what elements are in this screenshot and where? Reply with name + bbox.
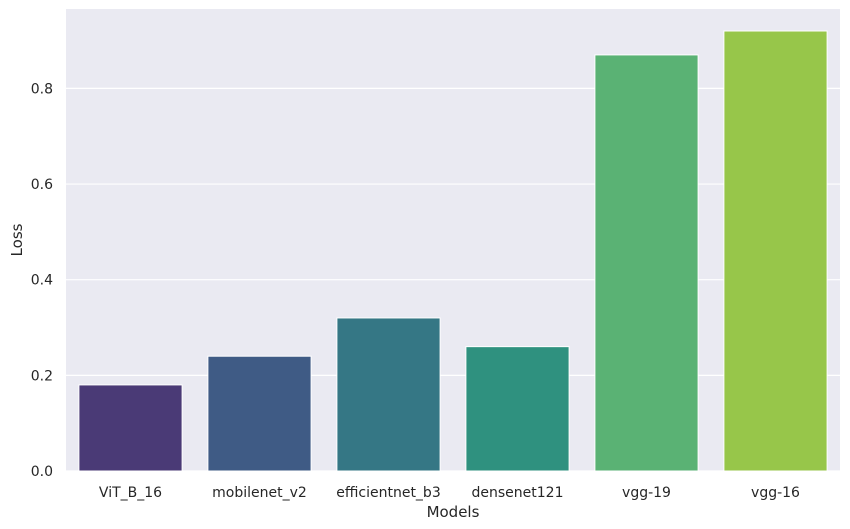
bar-densenet121 xyxy=(465,346,570,472)
bar-vgg-16 xyxy=(723,30,828,472)
y-tick-label: 0.4 xyxy=(31,273,53,289)
y-tick-label: 0.2 xyxy=(31,368,53,384)
x-tick-label: vgg-19 xyxy=(622,485,671,501)
bars xyxy=(78,30,828,472)
y-tick-label: 0.8 xyxy=(31,81,53,97)
x-tick-label: mobilenet_v2 xyxy=(212,485,307,501)
grid-lines xyxy=(66,87,840,472)
x-tick-label: efficientnet_b3 xyxy=(336,485,440,501)
y-tick-label: 0.0 xyxy=(31,464,53,480)
y-tick-label: 0.6 xyxy=(31,177,53,193)
x-tick-labels: ViT_B_16 mobilenet_v2 efficientnet_b3 dense… xyxy=(99,485,800,501)
y-tick-labels: 0.0 0.2 0.4 0.6 0.8 xyxy=(31,81,53,480)
x-axis-label: Models xyxy=(427,503,480,521)
x-tick-label: vgg-16 xyxy=(751,485,800,501)
bar-efficientnet_b3 xyxy=(336,317,441,472)
x-tick-label: densenet121 xyxy=(472,485,564,501)
x-tick-label: ViT_B_16 xyxy=(99,485,162,501)
bar-mobilenet_v2 xyxy=(207,355,312,472)
plot-background xyxy=(66,9,840,471)
bar-vgg-19 xyxy=(594,54,699,472)
bar-ViT_B_16 xyxy=(78,384,183,472)
y-axis-label: Loss xyxy=(8,223,26,256)
